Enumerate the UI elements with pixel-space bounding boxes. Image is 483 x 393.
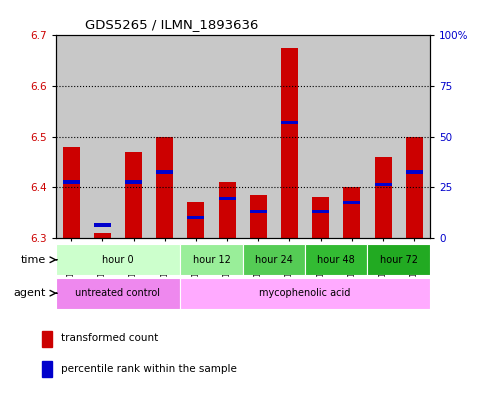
Bar: [343, 187, 360, 238]
Bar: [63, 147, 80, 238]
Bar: [250, 210, 267, 213]
Bar: [156, 136, 173, 238]
Text: hour 24: hour 24: [255, 255, 293, 265]
Text: hour 12: hour 12: [193, 255, 230, 265]
Bar: [180, 244, 242, 275]
Bar: [336, 35, 368, 238]
Bar: [212, 35, 242, 238]
Bar: [42, 361, 53, 376]
Bar: [56, 278, 180, 309]
Text: untreated control: untreated control: [75, 288, 160, 298]
Bar: [56, 244, 180, 275]
Bar: [305, 244, 368, 275]
Bar: [56, 35, 87, 238]
Bar: [42, 331, 53, 347]
Bar: [242, 244, 305, 275]
Text: mycophenolic acid: mycophenolic acid: [259, 288, 351, 298]
Bar: [149, 35, 180, 238]
Bar: [250, 195, 267, 238]
Bar: [242, 35, 274, 238]
Bar: [94, 233, 111, 238]
Bar: [281, 121, 298, 124]
Bar: [312, 210, 329, 213]
Bar: [274, 35, 305, 238]
Bar: [406, 136, 423, 238]
Bar: [398, 35, 430, 238]
Bar: [125, 180, 142, 184]
Text: GDS5265 / ILMN_1893636: GDS5265 / ILMN_1893636: [85, 18, 259, 31]
Bar: [281, 48, 298, 238]
Bar: [305, 35, 336, 238]
Bar: [218, 196, 236, 200]
Text: agent: agent: [14, 288, 46, 298]
Bar: [156, 170, 173, 174]
Bar: [125, 152, 142, 238]
Text: hour 72: hour 72: [380, 255, 418, 265]
Bar: [343, 200, 360, 204]
Bar: [94, 223, 111, 227]
Bar: [187, 216, 204, 219]
Bar: [368, 35, 398, 238]
Text: percentile rank within the sample: percentile rank within the sample: [61, 364, 237, 374]
Text: time: time: [21, 255, 46, 265]
Bar: [406, 170, 423, 174]
Bar: [180, 35, 212, 238]
Text: transformed count: transformed count: [61, 334, 158, 343]
Text: hour 0: hour 0: [102, 255, 134, 265]
Bar: [374, 157, 392, 238]
Bar: [368, 244, 430, 275]
Bar: [87, 35, 118, 238]
Bar: [218, 182, 236, 238]
Bar: [312, 197, 329, 238]
Bar: [63, 180, 80, 184]
Text: hour 48: hour 48: [317, 255, 355, 265]
Bar: [374, 183, 392, 186]
Bar: [180, 278, 430, 309]
Bar: [187, 202, 204, 238]
Bar: [118, 35, 149, 238]
